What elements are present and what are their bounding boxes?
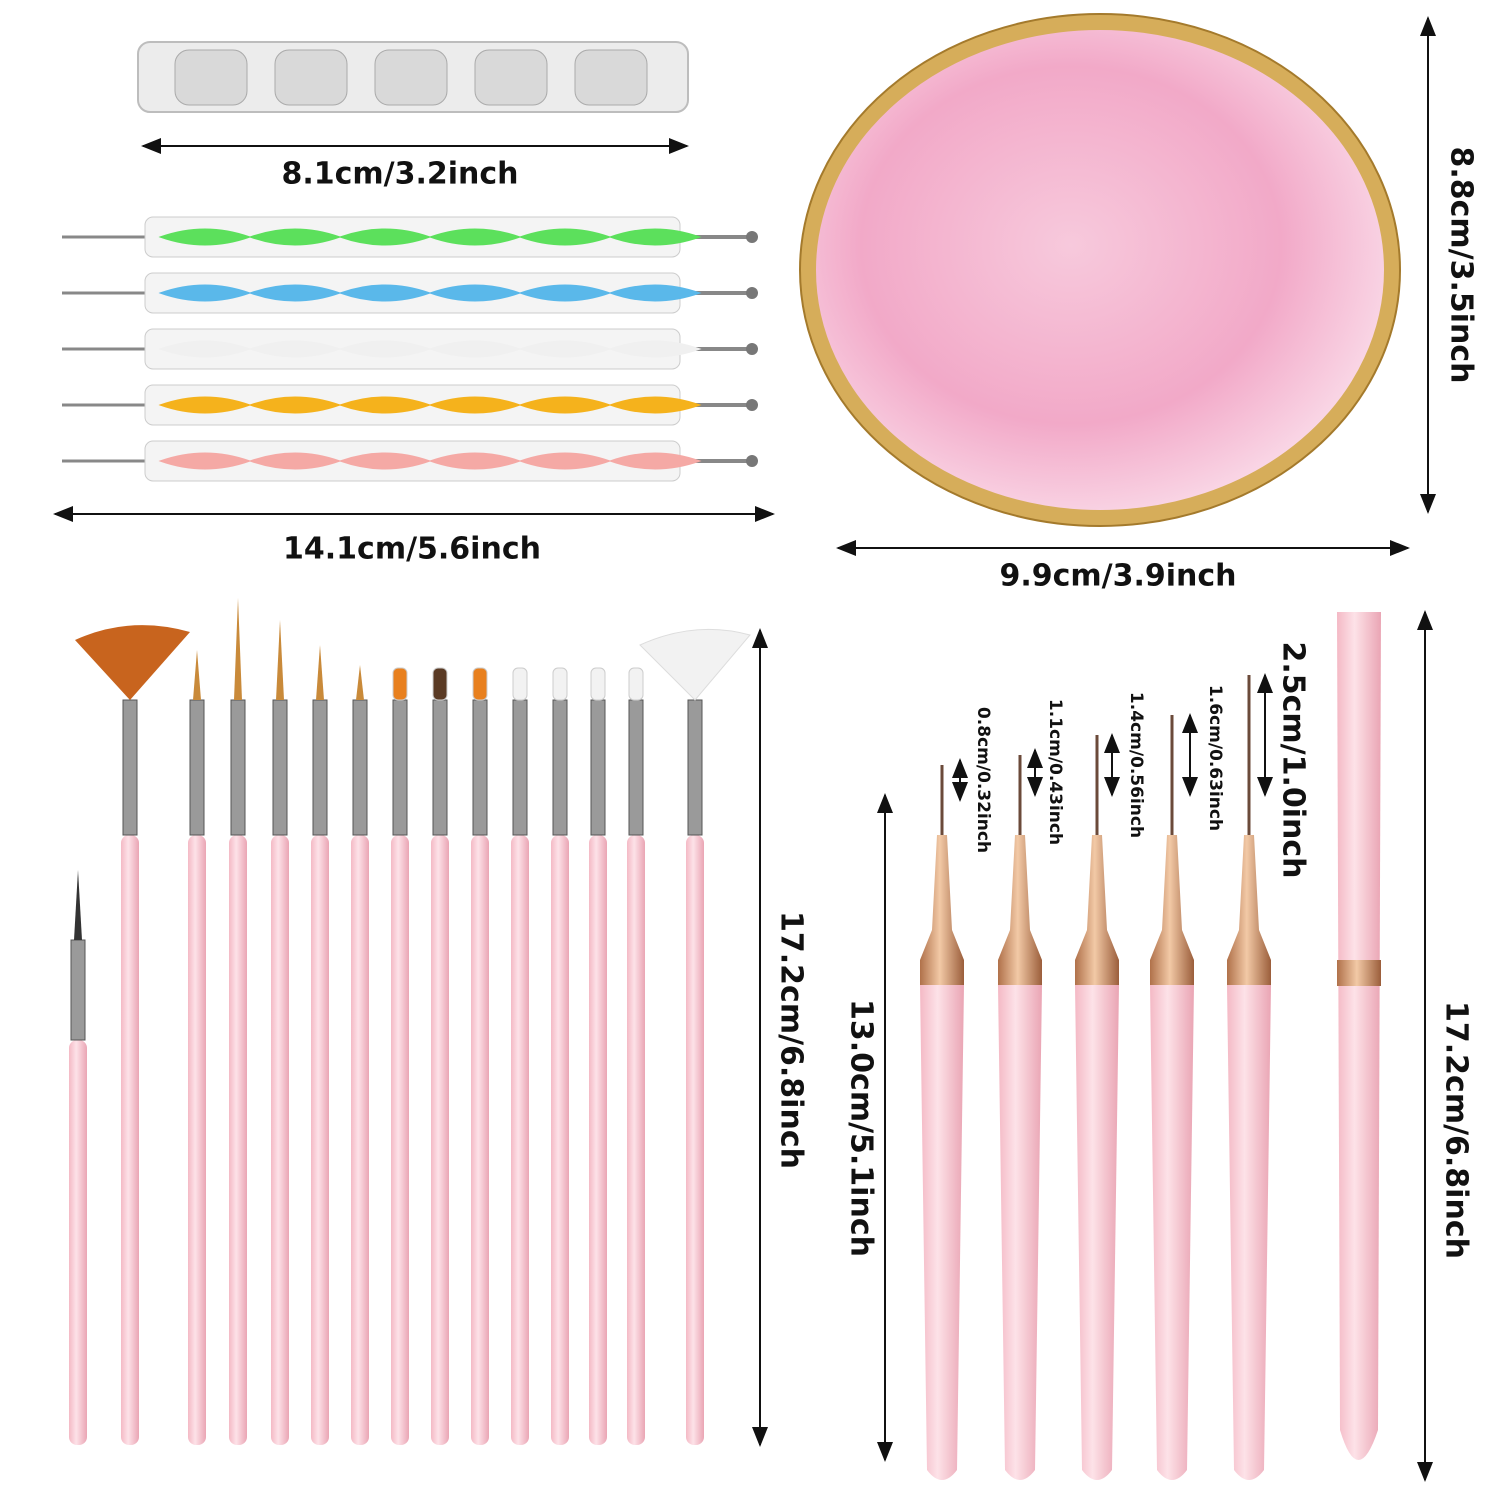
bristles [590,667,606,701]
brush-handle [351,835,369,1445]
liner-ferrule [920,835,964,985]
bristles [512,667,528,701]
bristles [316,645,324,700]
brush-ferrule [432,699,448,836]
dotting-tools [62,216,758,482]
dimension-label: 2.5cm/1.0inch [1276,641,1311,878]
dimension-label: 8.8cm/3.5inch [1444,146,1479,383]
palette [799,13,1401,527]
brush-ferrule [312,699,328,836]
brush-handle [271,835,289,1445]
brush-handle [188,835,206,1445]
brush-ferrule [472,699,488,836]
dimension-label: 1.4cm/0.56inch [1126,692,1146,838]
brush-handle [431,835,449,1445]
brush-handle [391,835,409,1445]
brush-ferrule [552,699,568,836]
liner-ferrule [1150,835,1194,985]
pen-ball [746,399,758,411]
bristles [432,667,448,701]
brush-ferrule [352,699,368,836]
fan-bristles [639,628,751,701]
fan-bristles [75,625,190,700]
brush-ferrule [230,699,246,836]
pen-twist [158,284,702,302]
dimension-label: 13.0cm/5.1inch [844,999,879,1257]
bristles [193,650,201,700]
cap-pen [1337,612,1381,1460]
brush-holder [137,41,689,113]
pen-ball [746,287,758,299]
liner-ferrule [998,835,1042,985]
brush-handle [121,835,139,1445]
liner-ferrule [1227,835,1271,985]
pen-twist [158,340,702,358]
dimension-label: 1.1cm/0.43inch [1045,699,1065,845]
liner-handle [1227,985,1271,1480]
dimension-label: 1.6cm/0.63inch [1205,685,1225,831]
brush-handle [69,1040,87,1445]
pen-ball [746,343,758,355]
tip-dimensions: 0.8cm/0.32inch 1.1cm/0.43inch 1.4cm/0.56in… [952,641,1311,879]
brush-set [69,598,751,1445]
brush-handle [589,835,607,1445]
bristles [74,870,82,940]
pen-twist [158,396,702,414]
bristles [392,667,408,701]
liner-ferrule [1075,835,1119,985]
brush-handle [229,835,247,1445]
cap-ring [1337,960,1381,986]
brush-ferrule [512,699,528,836]
bristles [234,598,242,700]
brush-ferrule [628,699,644,836]
bristles [356,665,364,700]
brush-handle [471,835,489,1445]
brush-handle [551,835,569,1445]
brush-ferrule [70,939,86,1041]
dimension-label: 17.2cm/6.8inch [1439,1001,1474,1259]
bristles [628,667,644,701]
brush-handle [686,835,704,1445]
dimension-label: 0.8cm/0.32inch [973,707,993,853]
dimension-label: 14.1cm/5.6inch [283,532,541,567]
liner-handle [1150,985,1194,1480]
pen-twist [158,452,702,470]
dimension-label: 9.9cm/3.9inch [999,559,1236,594]
brush-ferrule [272,699,288,836]
liner-brushes [920,612,1381,1480]
brush-handle [627,835,645,1445]
liner-handle [1075,985,1119,1480]
brush-handle [311,835,329,1445]
dimension-label: 8.1cm/3.2inch [281,157,518,192]
pen-ball [746,231,758,243]
brush-ferrule [590,699,606,836]
liner-handle [998,985,1042,1480]
brush-handle [511,835,529,1445]
brush-ferrule [392,699,408,836]
pen-ball [746,455,758,467]
bristles [472,667,488,701]
bristles [552,667,568,701]
liner-handle [920,985,964,1480]
bristles [276,620,284,700]
brush-ferrule [189,699,205,836]
brush-ferrule [122,699,138,836]
brush-ferrule [687,699,703,836]
dimension-label: 17.2cm/6.8inch [774,911,809,1169]
pen-twist [158,228,702,246]
